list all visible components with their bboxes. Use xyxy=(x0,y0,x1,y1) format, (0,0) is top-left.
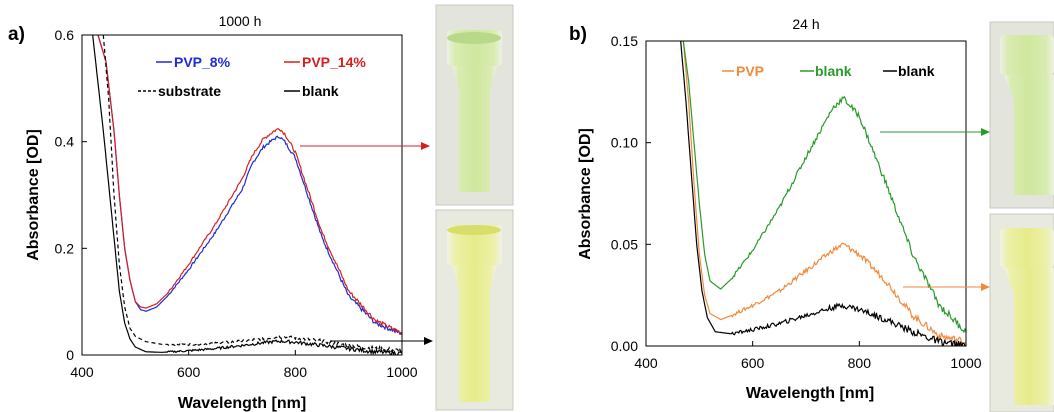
y-tick-label-b-1: 0.05 xyxy=(611,236,638,252)
y-tick-label-a-0: 0 xyxy=(66,347,74,363)
series-line-a-3 xyxy=(92,35,402,355)
cuvette-photo-yellow-a xyxy=(435,209,514,411)
cuvette-photo-green-a xyxy=(435,4,514,206)
panel-b-ylabel: Absorbance [OD] xyxy=(577,128,594,260)
series-line-a-0 xyxy=(97,35,402,336)
x-tick-label-a-0: 400 xyxy=(70,364,94,380)
series-line-b-2 xyxy=(680,41,966,346)
series-line-b-0 xyxy=(682,41,966,346)
panel-a-arrow-red xyxy=(300,142,430,150)
x-tick-label-b-1: 600 xyxy=(741,355,765,371)
panel-b-xlabel: Wavelength [nm] xyxy=(746,385,874,402)
panel-b-label: b) xyxy=(569,24,587,45)
series-line-b-1 xyxy=(682,41,966,334)
panel-a-title: 1000 h xyxy=(219,13,262,29)
panel-a: a) 1000 h 400 600 800 1000 0 0.2 0.4 0.6 Wavel… xyxy=(8,13,433,412)
panel-b-legend: PVP blank blank xyxy=(722,63,935,79)
panel-a-legend: PVP_8% PVP_14% substrate blank xyxy=(138,54,366,99)
x-tick-label-b-3: 1000 xyxy=(950,355,981,371)
panel-a-ylabel: Absorbance [OD] xyxy=(25,129,42,261)
panel-a-arrow-black xyxy=(330,337,433,345)
legend-blank-a-label: blank xyxy=(302,83,339,99)
x-tick-label-b-0: 400 xyxy=(634,355,658,371)
panel-b-title: 24 h xyxy=(792,16,819,32)
y-tick-label-b-3: 0.15 xyxy=(611,33,638,49)
series-line-a-1 xyxy=(97,35,402,335)
legend-blank-green-label: blank xyxy=(815,63,852,79)
panel-a-label: a) xyxy=(8,24,25,45)
x-tick-label-b-2: 800 xyxy=(848,355,872,371)
panel-b-arrow-orange xyxy=(903,283,990,291)
cuvette-photo-yellow-b xyxy=(989,213,1054,412)
legend-pvp8-label: PVP_8% xyxy=(174,54,231,70)
legend-pvp-label: PVP xyxy=(736,63,764,79)
y-tick-label-b-2: 0.10 xyxy=(611,135,638,151)
legend-pvp14-label: PVP_14% xyxy=(302,54,366,70)
panel-a-xlabel: Wavelength [nm] xyxy=(178,395,306,412)
series-line-a-2 xyxy=(102,35,402,354)
panel-b: b) 24 h 400 600 800 1000 0.00 0.05 0.10 0.15 W… xyxy=(569,16,990,402)
cuvette-photo-green-b xyxy=(989,21,1054,209)
y-tick-label-b-0: 0.00 xyxy=(611,338,638,354)
legend-blank-black-label: blank xyxy=(898,63,935,79)
panel-b-arrow-green xyxy=(880,128,990,136)
panel-b-series xyxy=(680,41,966,346)
panel-a-plot-frame xyxy=(81,34,403,356)
x-tick-label-a-3: 1000 xyxy=(386,364,417,380)
y-tick-label-a-3: 0.6 xyxy=(55,27,75,43)
panel-a-series xyxy=(92,35,402,355)
panel-b-plot-frame xyxy=(645,40,967,347)
y-tick-label-a-2: 0.4 xyxy=(55,134,75,150)
x-tick-label-a-2: 800 xyxy=(284,364,308,380)
y-tick-label-a-1: 0.2 xyxy=(55,240,75,256)
legend-substrate-label: substrate xyxy=(158,83,221,99)
x-tick-label-a-1: 600 xyxy=(177,364,201,380)
